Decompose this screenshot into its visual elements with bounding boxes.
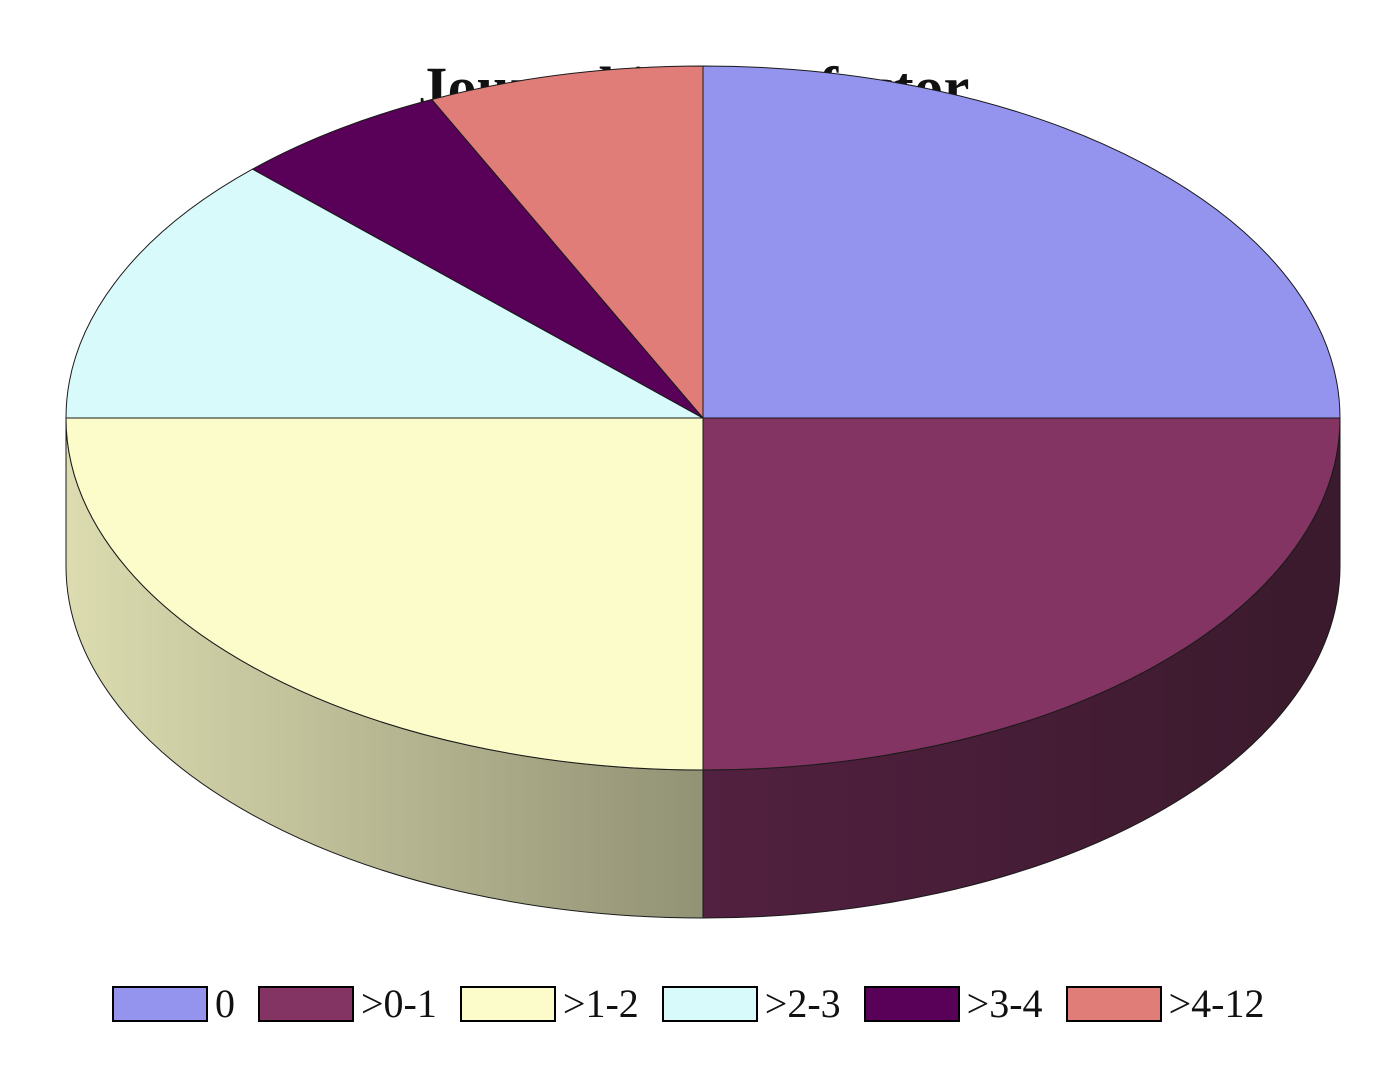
legend: 0 >0-1 >1-2 >2-3 >3-4 >4-12 bbox=[112, 982, 1287, 1026]
pie-slice-3 bbox=[65, 168, 704, 419]
pie-slice-4 bbox=[252, 99, 704, 419]
legend-swatch-1 bbox=[258, 986, 354, 1022]
pie-top-face bbox=[65, 65, 1341, 771]
legend-item-5: >4-12 bbox=[1065, 981, 1265, 1026]
legend-item-2: >1-2 bbox=[459, 981, 639, 1026]
legend-item-4: >3-4 bbox=[863, 981, 1043, 1026]
pie-slice-0 bbox=[702, 65, 1341, 419]
legend-label-5: >4-12 bbox=[1168, 981, 1265, 1026]
pie-slice-5 bbox=[431, 65, 704, 419]
pie-slice-2 bbox=[65, 417, 704, 771]
legend-swatch-2 bbox=[459, 986, 556, 1022]
legend-swatch-0 bbox=[112, 986, 208, 1022]
legend-label-4: >3-4 bbox=[966, 981, 1043, 1026]
legend-label-1: >0-1 bbox=[361, 981, 437, 1026]
legend-label-0: 0 bbox=[215, 981, 235, 1026]
legend-item-3: >2-3 bbox=[661, 981, 841, 1026]
pie-slice-1 bbox=[702, 417, 1341, 771]
legend-item-0: 0 bbox=[112, 984, 235, 1024]
legend-swatch-3 bbox=[661, 986, 758, 1022]
legend-item-1: >0-1 bbox=[258, 984, 437, 1024]
legend-label-3: >2-3 bbox=[764, 981, 841, 1026]
legend-swatch-5 bbox=[1065, 986, 1162, 1022]
legend-swatch-4 bbox=[863, 986, 960, 1022]
legend-label-2: >1-2 bbox=[562, 981, 639, 1026]
